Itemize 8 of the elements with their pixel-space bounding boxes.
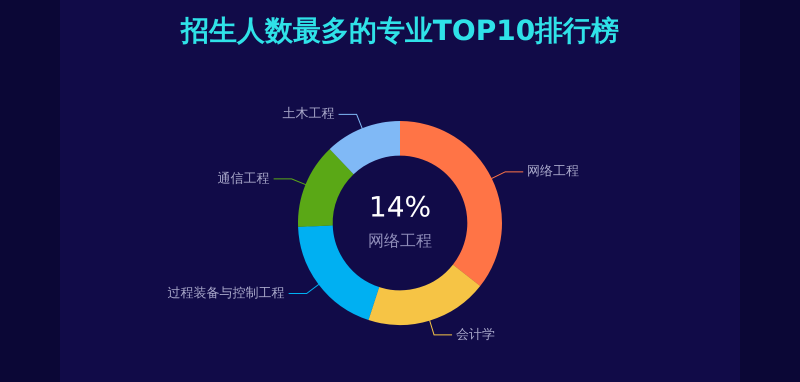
- text: 14%: [368, 190, 432, 224]
- slice-label: 土木工程: [282, 106, 335, 122]
- chart-title: 招生人数最多的专业TOP10排行榜: [179, 13, 620, 49]
- text: 网络工程: [368, 231, 432, 250]
- slice-label: 网络工程: [527, 164, 580, 180]
- slice-label: 会计学: [456, 327, 496, 342]
- slice-label: 通信工程: [218, 171, 270, 186]
- slice-label: 过程装备与控制工程: [168, 286, 285, 301]
